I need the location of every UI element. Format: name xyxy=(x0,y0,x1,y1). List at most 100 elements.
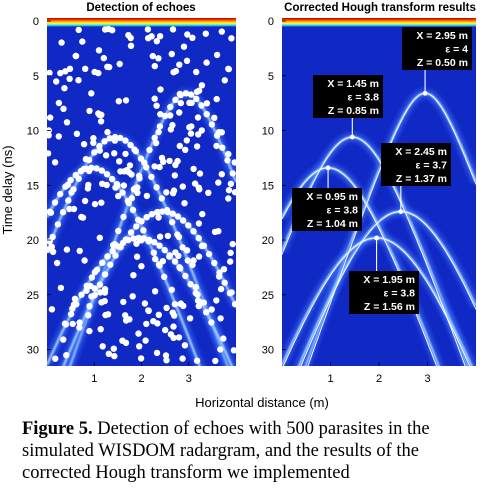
parasite-marker xyxy=(48,243,55,250)
echo-detection-marker xyxy=(208,319,215,326)
echo-detection-marker xyxy=(112,252,119,259)
parasite-marker xyxy=(110,345,118,352)
parasite-marker xyxy=(86,107,93,115)
parasite-marker xyxy=(88,293,95,300)
parasite-marker xyxy=(170,334,177,341)
parasite-marker xyxy=(73,130,81,137)
echo-detection-marker xyxy=(193,95,200,103)
echo-detection-marker xyxy=(156,123,164,130)
parasite-marker xyxy=(175,233,183,241)
echo-detection-marker xyxy=(185,222,192,229)
left-marker-layer xyxy=(47,25,236,365)
parasite-marker xyxy=(132,185,139,192)
parasite-marker xyxy=(183,137,190,144)
parasite-marker xyxy=(166,157,173,165)
result-box xyxy=(349,271,419,314)
y-tick-label: 0 xyxy=(33,16,39,28)
echo-detection-marker xyxy=(109,247,116,255)
parasite-marker xyxy=(57,69,64,77)
echo-detection-marker xyxy=(224,157,231,164)
parasite-marker xyxy=(53,259,61,267)
parasite-marker xyxy=(195,220,203,227)
parasite-marker xyxy=(193,357,201,364)
parasite-marker xyxy=(230,347,236,354)
parasite-marker xyxy=(85,312,92,319)
parasite-marker xyxy=(111,240,119,248)
parasite-marker xyxy=(97,326,104,333)
echo-detection-marker xyxy=(148,173,155,181)
y-tick-label: 25 xyxy=(262,290,274,302)
echo-detection-marker xyxy=(130,235,137,242)
left-panel: Detection of echoes 0 5 10 15 20 25 30 1 2 3 xyxy=(27,2,236,385)
parasite-marker xyxy=(57,284,65,292)
result-box xyxy=(402,27,472,70)
echo-detection-marker xyxy=(72,171,80,179)
parasite-marker xyxy=(99,343,106,350)
parasite-marker xyxy=(111,150,118,157)
parasite-marker xyxy=(122,150,129,158)
parasite-marker xyxy=(169,121,176,129)
parasite-marker xyxy=(90,139,97,146)
fitted-hyperbola xyxy=(282,237,471,366)
echo-detection-marker xyxy=(129,206,137,214)
echo-detection-marker xyxy=(150,249,157,256)
parasite-marker xyxy=(193,143,201,150)
x-tick-label: 1 xyxy=(327,373,333,385)
parasite-marker xyxy=(156,163,163,171)
parasite-marker xyxy=(155,55,162,62)
parasite-marker xyxy=(190,165,197,173)
echo-detection-marker xyxy=(88,274,96,281)
parasite-marker xyxy=(47,238,53,245)
parasite-marker xyxy=(129,293,136,300)
parasite-marker xyxy=(179,183,186,190)
parasite-marker xyxy=(203,100,211,107)
x-tick-label: 3 xyxy=(186,373,192,385)
echo-detection-marker xyxy=(51,199,59,206)
fitted-hyperbola xyxy=(307,92,476,366)
echo-detection-marker xyxy=(231,301,236,308)
parasite-marker xyxy=(231,189,236,196)
parasite-marker xyxy=(116,158,123,165)
fitted-hyperbola xyxy=(282,167,437,366)
parasite-marker xyxy=(163,357,170,364)
parasite-marker xyxy=(192,283,200,291)
parasite-marker xyxy=(213,51,221,59)
parasite-marker xyxy=(205,189,212,196)
parasite-marker xyxy=(153,102,160,109)
echo-detection-marker xyxy=(205,250,213,258)
parasite-marker xyxy=(213,142,220,150)
right-x-ticks: 1 2 3 xyxy=(327,362,431,385)
echo-detection-marker xyxy=(211,259,218,267)
parasite-marker xyxy=(88,90,95,97)
parasite-marker xyxy=(149,52,156,60)
parasite-marker xyxy=(217,315,224,322)
parasite-marker xyxy=(164,232,172,240)
echo-detection-marker xyxy=(145,236,153,243)
right-fit-layer xyxy=(282,90,476,366)
echo-detection-marker xyxy=(221,279,228,286)
parasite-marker xyxy=(163,304,170,312)
parasite-marker xyxy=(76,247,83,255)
parasite-marker xyxy=(194,114,202,121)
parasite-marker xyxy=(131,146,138,153)
echo-detection-marker xyxy=(127,141,134,149)
parasite-marker xyxy=(162,352,170,359)
parasite-marker xyxy=(148,33,155,40)
parasite-marker xyxy=(217,285,225,293)
parasite-marker xyxy=(166,253,173,260)
y-tick-label: 5 xyxy=(268,71,274,83)
parasite-marker xyxy=(213,297,220,304)
parasite-marker xyxy=(55,133,62,140)
echo-detection-marker xyxy=(184,257,191,264)
x-tick-label: 2 xyxy=(138,373,144,385)
echo-detection-marker xyxy=(164,208,171,216)
parasite-marker xyxy=(72,52,79,60)
parasite-marker xyxy=(104,253,111,260)
parasite-marker xyxy=(155,214,162,221)
parasite-marker xyxy=(86,327,93,335)
parasite-marker xyxy=(151,288,159,295)
parasite-marker xyxy=(229,240,236,248)
parasite-marker xyxy=(171,172,178,179)
parasite-marker xyxy=(212,357,219,365)
parasite-marker xyxy=(198,82,206,89)
